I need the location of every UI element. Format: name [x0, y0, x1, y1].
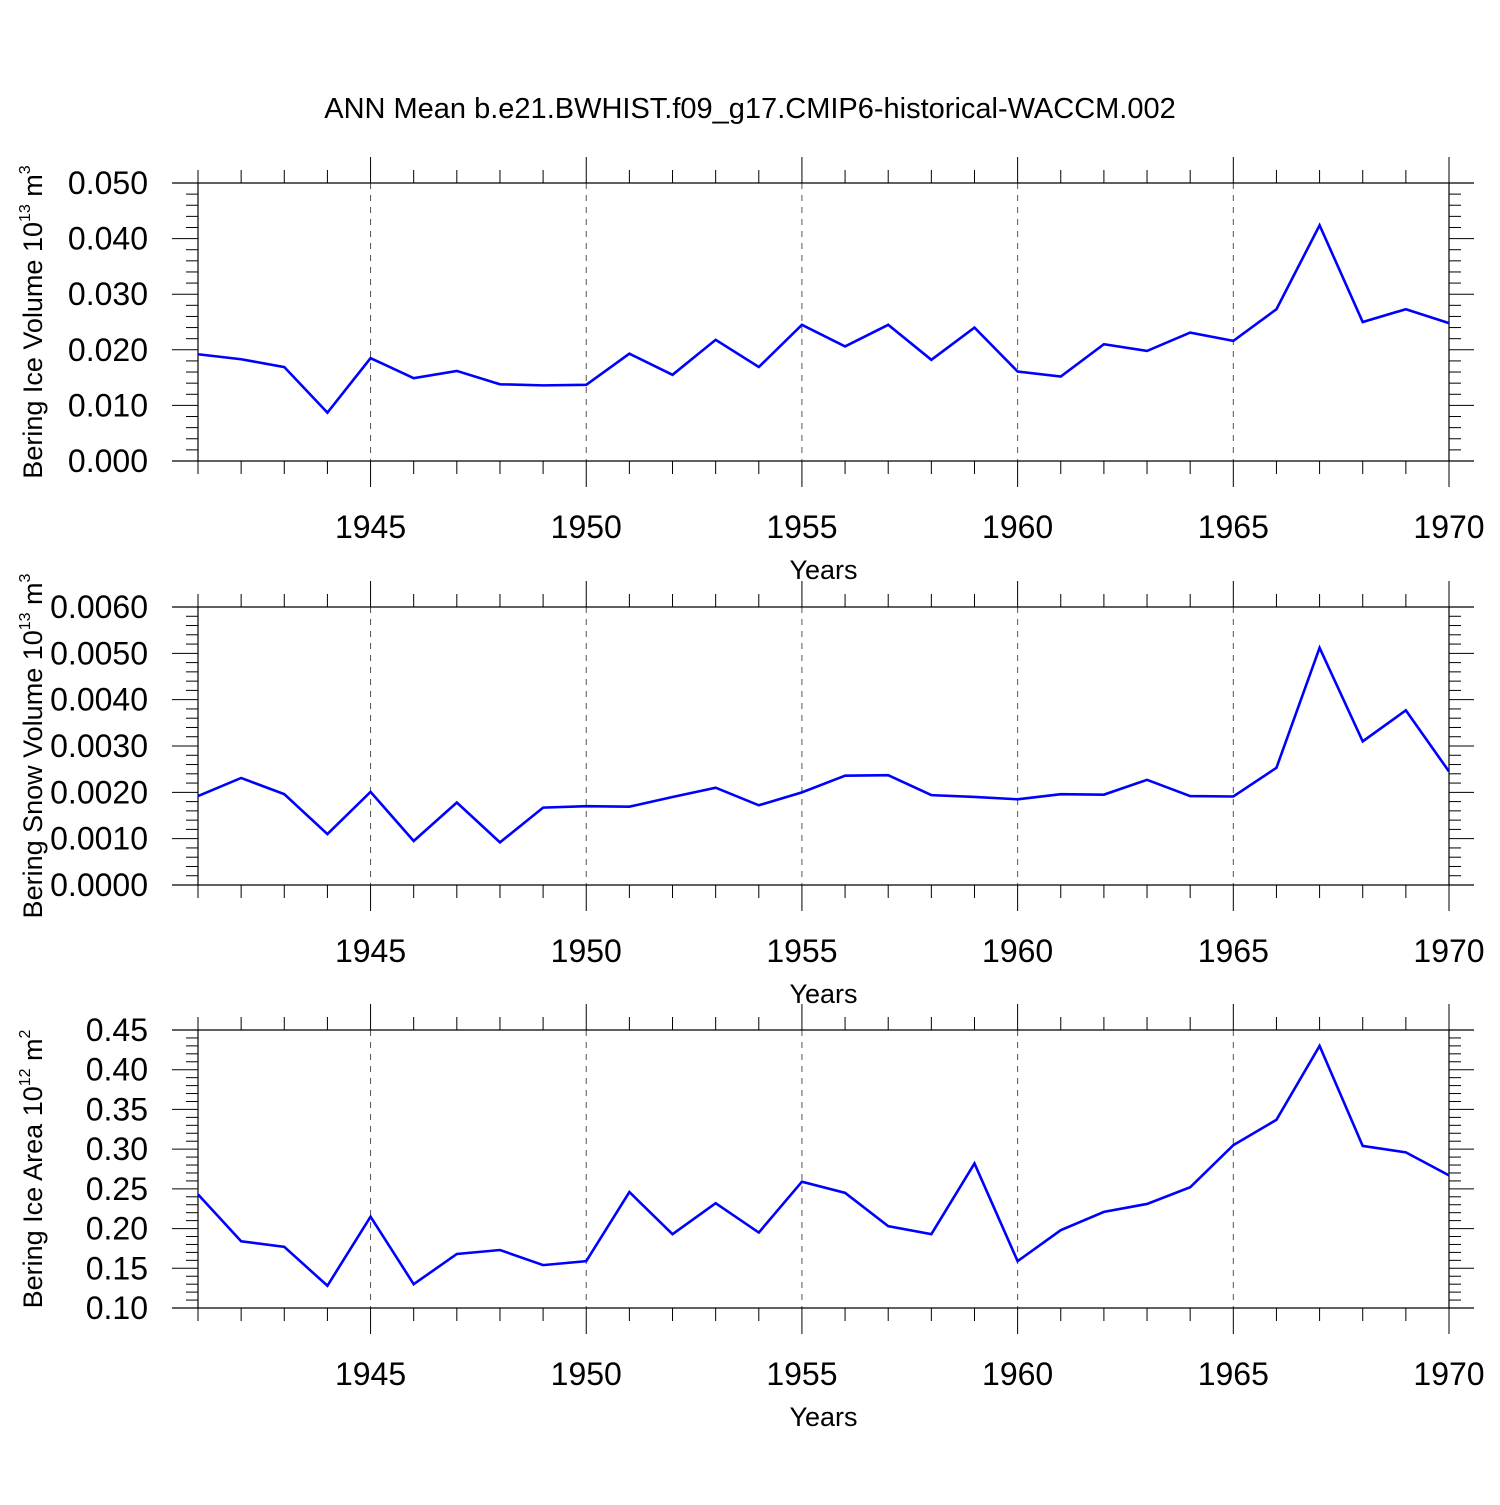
- y-tick-label: 0.020: [68, 332, 148, 368]
- x-tick-label: 1965: [1198, 509, 1269, 545]
- series-line: [197, 644, 1451, 845]
- x-tick-label: 1970: [1413, 509, 1484, 545]
- y-tick-label: 0.25: [86, 1171, 148, 1207]
- x-tick-label: 1945: [335, 1356, 406, 1392]
- y-tick-label: 0.30: [86, 1131, 148, 1167]
- y-tick-label: 0.000: [68, 443, 148, 479]
- y-axis-title: Bering Ice Volume 1013 m3: [17, 165, 48, 478]
- y-axis-title-text: Bering Ice Volume 10: [18, 222, 48, 479]
- panel-1: 0.000 0.010 0.020 0.030 0.040 0.050 1945 1950 19…: [17, 157, 1485, 585]
- y-axis-title-text: Bering Snow Volume 10: [18, 630, 48, 918]
- x-tick-label: 1955: [766, 933, 837, 969]
- y-axis-title: Bering Snow Volume 1013 m3: [17, 573, 48, 918]
- y-axis-title-text: Bering Ice Area 10: [18, 1086, 48, 1308]
- x-axis-title: Years: [789, 979, 857, 1009]
- y-tick-label: 0.0060: [50, 589, 148, 625]
- y-axis-title-unit: m: [18, 582, 48, 612]
- x-tick-label: 1950: [551, 933, 622, 969]
- y-tick-label: 0.45: [86, 1012, 148, 1048]
- y-axis-title-exponent: 13: [17, 612, 34, 630]
- y-axis-title: Bering Ice Area 1012 m2: [17, 1029, 48, 1308]
- y-tick-label: 0.050: [68, 165, 148, 201]
- y-tick-label: 0.010: [68, 387, 148, 423]
- y-tick-label: 0.030: [68, 276, 148, 312]
- x-tick-label: 1955: [766, 509, 837, 545]
- y-tick-label: 0.0010: [50, 821, 148, 857]
- chart-title: ANN Mean b.e21.BWHIST.f09_g17.CMIP6-hist…: [324, 93, 1176, 125]
- y-tick-label: 0.35: [86, 1091, 148, 1127]
- x-tick-label: 1960: [982, 933, 1053, 969]
- y-tick-label: 0.0020: [50, 774, 148, 810]
- x-axis-title: Years: [789, 555, 857, 585]
- x-tick-label: 1945: [335, 933, 406, 969]
- x-tick-label: 1970: [1413, 1356, 1484, 1392]
- y-tick-label: 0.0030: [50, 728, 148, 764]
- y-axis-title-unit: m: [18, 1038, 48, 1068]
- y-axis-title-exponent: 13: [17, 204, 34, 222]
- y-tick-label: 0.0050: [50, 635, 148, 671]
- x-tick-label: 1965: [1198, 1356, 1269, 1392]
- y-axis-title-unit-exponent: 3: [17, 165, 34, 174]
- y-axis-title-unit: m: [18, 174, 48, 204]
- y-tick-label: 0.0040: [50, 682, 148, 718]
- y-axis-title-unit-exponent: 3: [17, 573, 34, 582]
- series-line: [197, 222, 1450, 415]
- y-tick-label: 0.0000: [50, 867, 148, 903]
- x-tick-label: 1955: [766, 1356, 837, 1392]
- y-tick-label: 0.40: [86, 1052, 148, 1088]
- x-tick-label: 1960: [982, 509, 1053, 545]
- y-tick-label: 0.15: [86, 1250, 148, 1286]
- x-tick-label: 1950: [551, 509, 622, 545]
- y-axis-title-exponent: 12: [17, 1068, 34, 1086]
- x-axis-title: Years: [789, 1402, 857, 1432]
- x-tick-label: 1970: [1413, 933, 1484, 969]
- series-line: [197, 1043, 1450, 1288]
- x-tick-label: 1965: [1198, 933, 1269, 969]
- x-tick-label: 1950: [551, 1356, 622, 1392]
- y-tick-label: 0.20: [86, 1211, 148, 1247]
- y-tick-label: 0.10: [86, 1290, 148, 1326]
- panel-2: 0.0000 0.0010 0.0020 0.0030 0.0040 0.0050 0.00…: [17, 573, 1485, 1009]
- y-axis-title-unit-exponent: 2: [17, 1029, 34, 1038]
- y-tick-label: 0.040: [68, 221, 148, 257]
- panel-3: 0.10 0.150.20 0.25 0.30 0.350.40 0.45 1945 1950…: [17, 1004, 1485, 1432]
- x-tick-label: 1960: [982, 1356, 1053, 1392]
- x-tick-label: 1945: [335, 509, 406, 545]
